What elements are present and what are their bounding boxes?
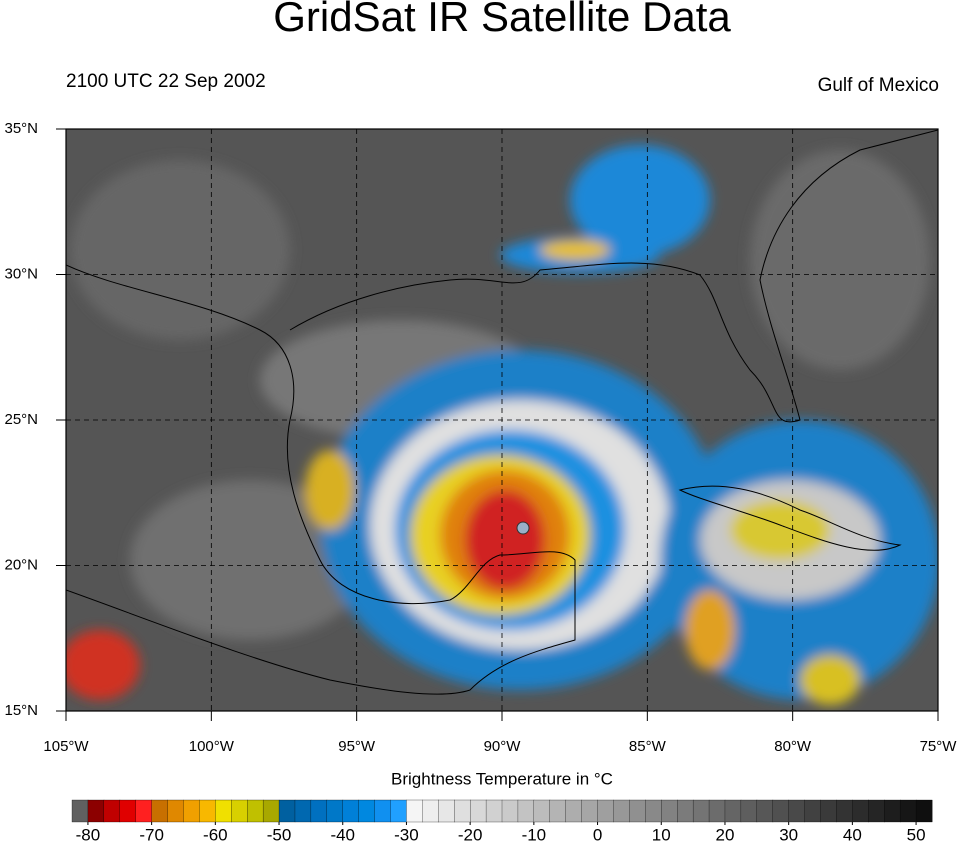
colorbar-box — [310, 799, 328, 823]
colorbar-box — [788, 799, 806, 823]
colorbar-box — [740, 799, 758, 823]
colorbar-label: -40 — [330, 825, 355, 844]
colorbar-label: 40 — [843, 825, 862, 844]
colorbar-box — [677, 799, 694, 823]
colorbar: -80 -70 -60 -50 -40 -30 -20 -10 0 10 20 30 40 50 — [71, 799, 933, 844]
x-tick-label: 100°W — [189, 738, 235, 755]
colorbar-label: -30 — [394, 825, 419, 844]
colorbar-box — [342, 799, 360, 823]
colorbar-box — [915, 799, 933, 823]
colorbar-box — [406, 799, 423, 823]
colorbar-box — [262, 799, 280, 823]
colorbar-box — [692, 799, 710, 823]
colorbar-label: 50 — [907, 825, 926, 844]
colorbar-box — [533, 799, 551, 823]
colorbar-box — [724, 799, 742, 823]
colorbar-box — [501, 799, 519, 823]
colorbar-box — [884, 799, 901, 823]
x-tick-label: 85°W — [629, 738, 667, 755]
colorbar-box — [756, 799, 774, 823]
colorbar-label: -80 — [76, 825, 101, 844]
colorbar-box — [374, 799, 391, 823]
x-tick-label: 75°W — [920, 738, 958, 755]
colorbar-box — [581, 799, 599, 823]
colorbar-box — [485, 799, 503, 823]
colorbar-box — [772, 799, 790, 823]
colorbar-label: -60 — [203, 825, 228, 844]
colorbar-box — [71, 799, 89, 823]
x-tick-label: 80°W — [774, 738, 812, 755]
y-tick-label: 35°N — [4, 120, 38, 137]
colorbar-box — [278, 799, 296, 823]
colorbar-box — [151, 799, 169, 823]
colorbar-box — [167, 799, 184, 823]
colorbar-box — [438, 799, 455, 823]
colorbar-box — [294, 799, 312, 823]
colorbar-box — [517, 799, 535, 823]
colorbar-box — [390, 799, 407, 823]
x-tick-label: 105°W — [43, 738, 89, 755]
y-tick-label: 15°N — [4, 702, 38, 719]
colorbar-box — [454, 799, 471, 823]
colorbar-box — [804, 799, 821, 823]
colorbar-box — [87, 799, 105, 823]
colorbar-box — [565, 799, 583, 823]
colorbar-box — [645, 799, 662, 823]
colorbar-label: -50 — [267, 825, 292, 844]
colorbar-box — [326, 799, 344, 823]
y-tick-label: 25°N — [4, 411, 38, 428]
axes: 105°W 100°W 95°W 90°W 85°W 80°W 75°W 15°N 20°N 25… — [4, 120, 957, 755]
colorbar-box — [629, 799, 646, 823]
y-tick-label: 20°N — [4, 556, 38, 573]
colorbar-label: -20 — [458, 825, 483, 844]
subtitle-left: 2100 UTC 22 Sep 2002 — [66, 71, 266, 92]
colorbar-label: -10 — [522, 825, 547, 844]
colorbar-box — [247, 799, 264, 823]
colorbar-box — [422, 799, 439, 823]
colorbar-label: -70 — [139, 825, 164, 844]
colorbar-box — [231, 799, 248, 823]
colorbar-box — [836, 799, 853, 823]
y-tick-label: 30°N — [4, 265, 38, 282]
colorbar-box — [469, 799, 487, 823]
colorbar-box — [215, 799, 232, 823]
colorbar-box — [199, 799, 216, 823]
colorbar-box — [868, 799, 885, 823]
satellite-image — [66, 129, 938, 711]
colorbar-title: Brightness Temperature in °C — [391, 769, 613, 788]
colorbar-box — [549, 799, 567, 823]
colorbar-label: 10 — [652, 825, 671, 844]
colorbar-box — [183, 799, 200, 823]
colorbar-box — [661, 799, 678, 823]
colorbar-label: 0 — [593, 825, 602, 844]
colorbar-box — [852, 799, 869, 823]
colorbar-box — [103, 799, 121, 823]
title: GridSat IR Satellite Data — [273, 0, 731, 40]
colorbar-label: 30 — [779, 825, 798, 844]
colorbar-box — [119, 799, 137, 823]
colorbar-box — [613, 799, 630, 823]
x-tick-label: 95°W — [338, 738, 376, 755]
colorbar-box — [597, 799, 614, 823]
colorbar-box — [708, 799, 726, 823]
subtitle-right: Gulf of Mexico — [818, 75, 939, 96]
colorbar-box — [358, 799, 376, 823]
colorbar-box — [820, 799, 837, 823]
colorbar-box — [899, 799, 917, 823]
colorbar-label: 20 — [716, 825, 735, 844]
x-tick-label: 90°W — [484, 738, 522, 755]
colorbar-box — [135, 799, 153, 823]
